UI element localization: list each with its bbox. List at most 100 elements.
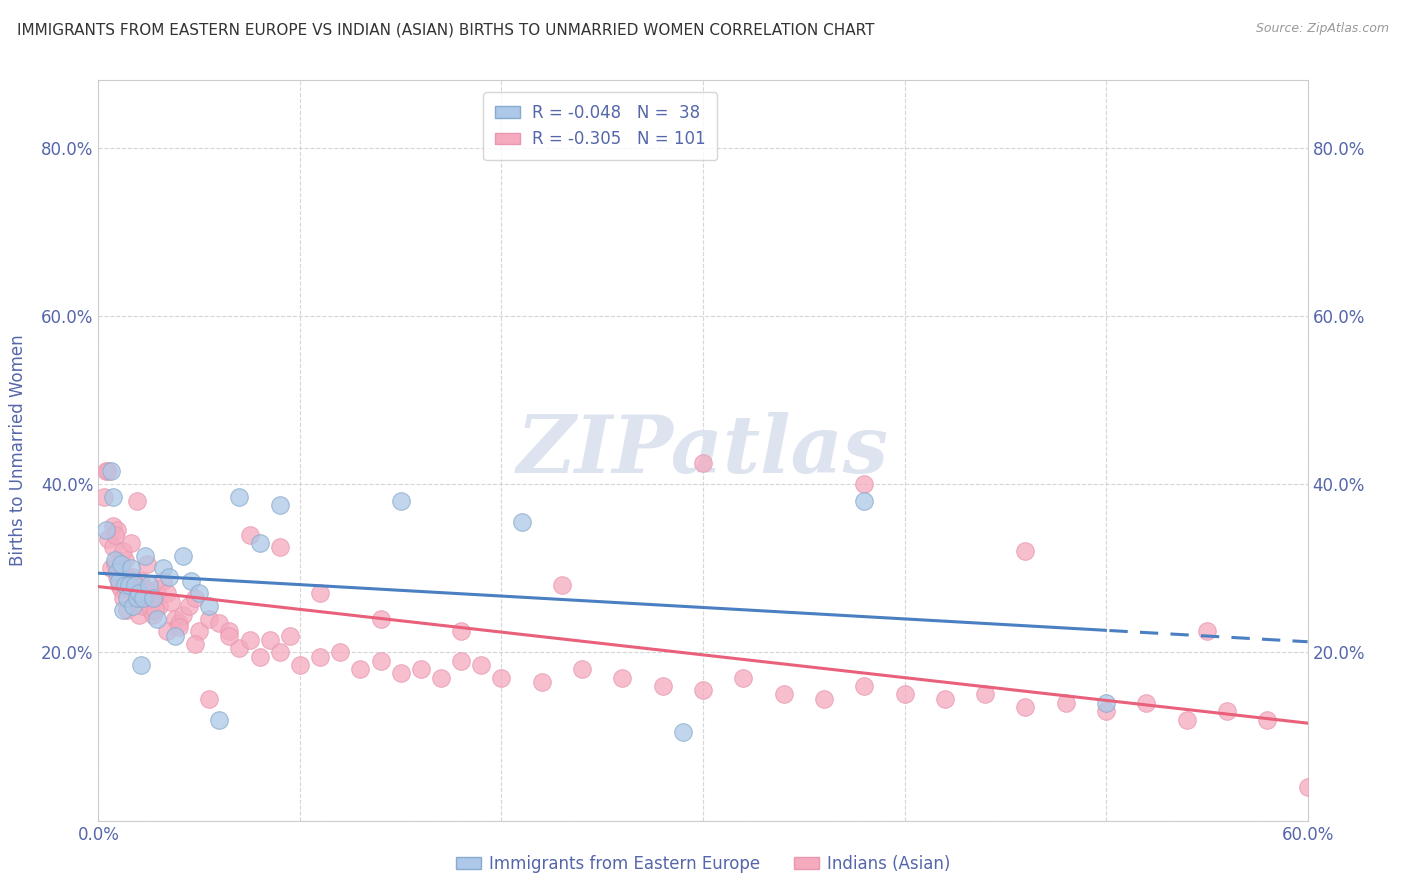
Point bbox=[101, 519, 124, 533]
Point bbox=[111, 603, 134, 617]
Point bbox=[1014, 700, 1036, 714]
Point bbox=[163, 612, 186, 626]
Legend: R = -0.048   N =  38, R = -0.305   N = 101: R = -0.048 N = 38, R = -0.305 N = 101 bbox=[484, 92, 717, 160]
Point bbox=[1216, 704, 1239, 718]
Point bbox=[105, 524, 128, 538]
Point bbox=[107, 574, 129, 588]
Point bbox=[118, 582, 141, 597]
Point bbox=[389, 494, 412, 508]
Point bbox=[772, 688, 794, 702]
Point bbox=[134, 549, 156, 563]
Point bbox=[101, 490, 124, 504]
Point bbox=[370, 612, 392, 626]
Point bbox=[228, 490, 250, 504]
Point bbox=[184, 637, 207, 651]
Point bbox=[259, 632, 281, 647]
Point bbox=[218, 624, 240, 639]
Point bbox=[146, 582, 169, 597]
Point bbox=[103, 553, 125, 567]
Point bbox=[114, 553, 136, 567]
Point bbox=[208, 615, 231, 630]
Point bbox=[160, 595, 183, 609]
Point bbox=[93, 490, 115, 504]
Point bbox=[167, 620, 190, 634]
Point bbox=[172, 607, 194, 622]
Point bbox=[110, 557, 132, 571]
Point bbox=[103, 527, 125, 541]
Point bbox=[510, 515, 533, 529]
Point bbox=[651, 679, 673, 693]
Point bbox=[146, 612, 169, 626]
Point bbox=[329, 645, 352, 659]
Point bbox=[853, 679, 876, 693]
Point bbox=[370, 654, 392, 668]
Point bbox=[269, 540, 291, 554]
Point bbox=[132, 599, 155, 613]
Point bbox=[125, 494, 148, 508]
Point bbox=[110, 582, 132, 597]
Point bbox=[115, 591, 138, 605]
Point bbox=[135, 557, 157, 571]
Point bbox=[125, 595, 148, 609]
Point bbox=[120, 574, 142, 588]
Point bbox=[249, 649, 271, 664]
Point bbox=[128, 607, 150, 622]
Point bbox=[470, 658, 492, 673]
Point bbox=[180, 574, 202, 588]
Point bbox=[100, 465, 122, 479]
Point bbox=[101, 540, 124, 554]
Point bbox=[143, 603, 166, 617]
Point bbox=[198, 691, 221, 706]
Point bbox=[97, 465, 120, 479]
Point bbox=[156, 624, 179, 639]
Point bbox=[129, 574, 152, 588]
Point bbox=[152, 561, 174, 575]
Point bbox=[1135, 696, 1157, 710]
Point bbox=[450, 624, 472, 639]
Point bbox=[156, 586, 179, 600]
Point bbox=[105, 569, 128, 583]
Point bbox=[134, 582, 156, 597]
Point bbox=[551, 578, 574, 592]
Point bbox=[349, 662, 371, 676]
Point bbox=[269, 498, 291, 512]
Point bbox=[309, 649, 332, 664]
Point bbox=[239, 527, 262, 541]
Point bbox=[111, 591, 134, 605]
Point bbox=[239, 632, 262, 647]
Point bbox=[269, 645, 291, 659]
Point bbox=[278, 628, 301, 642]
Legend: Immigrants from Eastern Europe, Indians (Asian): Immigrants from Eastern Europe, Indians … bbox=[449, 848, 957, 880]
Point bbox=[309, 586, 332, 600]
Point bbox=[115, 569, 138, 583]
Point bbox=[172, 549, 194, 563]
Point bbox=[125, 591, 148, 605]
Point bbox=[148, 599, 170, 613]
Point bbox=[157, 569, 180, 583]
Point bbox=[114, 578, 136, 592]
Point bbox=[733, 671, 755, 685]
Point bbox=[138, 591, 160, 605]
Point bbox=[184, 591, 207, 605]
Point bbox=[143, 591, 166, 605]
Point bbox=[974, 688, 997, 702]
Point bbox=[103, 557, 125, 571]
Point bbox=[1014, 544, 1036, 558]
Point bbox=[115, 603, 138, 617]
Y-axis label: Births to Unmarried Women: Births to Unmarried Women bbox=[10, 334, 27, 566]
Point bbox=[134, 582, 156, 597]
Point bbox=[142, 591, 165, 605]
Text: Source: ZipAtlas.com: Source: ZipAtlas.com bbox=[1256, 22, 1389, 36]
Point bbox=[249, 536, 271, 550]
Point bbox=[142, 607, 165, 622]
Point bbox=[893, 688, 915, 702]
Point bbox=[612, 671, 634, 685]
Point bbox=[1095, 704, 1118, 718]
Point bbox=[111, 544, 134, 558]
Point bbox=[120, 561, 142, 575]
Point bbox=[692, 683, 714, 698]
Point bbox=[100, 561, 122, 575]
Point bbox=[124, 578, 146, 592]
Point bbox=[188, 586, 211, 600]
Point bbox=[288, 658, 311, 673]
